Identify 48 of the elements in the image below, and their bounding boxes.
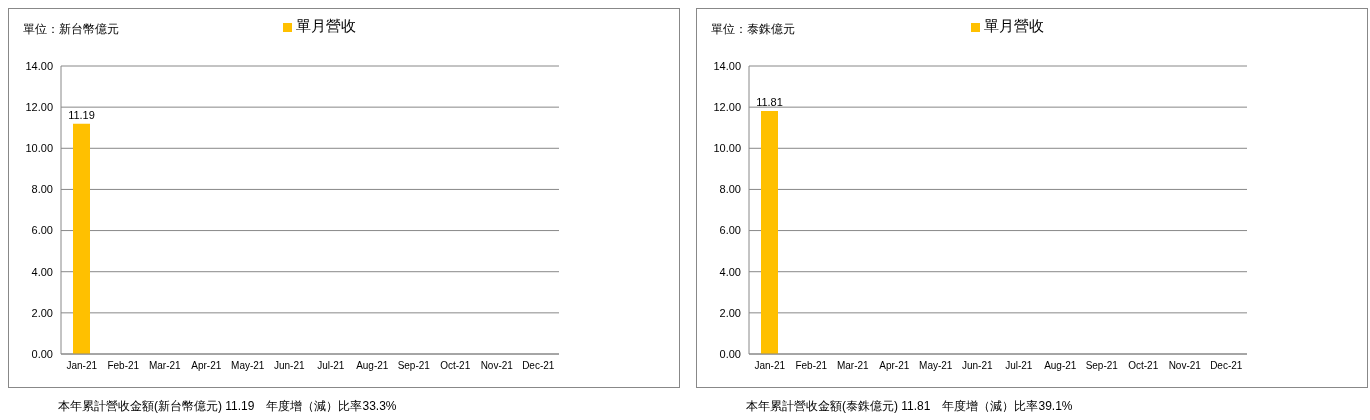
- y-tick-label: 4.00: [719, 265, 741, 278]
- x-tick-label: Jan-21: [754, 360, 786, 372]
- x-tick-label: Feb-21: [107, 360, 140, 372]
- x-tick-label: Mar-21: [836, 360, 870, 372]
- text: 本年累計營收金額(新台幣億元) 11.19 年度增（減）比率33.3%: [58, 398, 398, 415]
- data-label: 11.81: [756, 96, 783, 109]
- text: 本年累計營收金額(泰銖億元) 11.81 年度增（減）比率39.1%: [746, 398, 1074, 415]
- legend-label: 單月營收: [295, 17, 356, 34]
- x-tick-label: Mar-21: [148, 360, 182, 372]
- y-tick-label: 14.00: [25, 59, 53, 72]
- y-tick-label: 2.00: [719, 306, 741, 319]
- x-tick-label: Aug-21: [1044, 360, 1077, 372]
- y-tick-label: 10.00: [713, 142, 741, 155]
- x-tick-label: Apr-21: [191, 360, 222, 372]
- x-tick-label: Nov-21: [480, 360, 514, 372]
- legend-label: 單月營收: [983, 17, 1044, 34]
- x-tick-label: Aug-21: [356, 360, 389, 372]
- x-tick-label: Dec-21: [522, 360, 555, 372]
- x-tick-label: Nov-21: [1168, 360, 1202, 372]
- x-tick-label: Dec-21: [1210, 360, 1243, 372]
- x-tick-label: Feb-21: [795, 360, 828, 372]
- x-tick-label: Apr-21: [879, 360, 910, 372]
- y-tick-label: 12.00: [713, 101, 741, 114]
- y-tick-label: 10.00: [25, 142, 53, 155]
- y-axis-title: 單位：泰銖億元: [711, 21, 795, 38]
- y-tick-label: 6.00: [719, 224, 741, 237]
- x-tick-label: Sep-21: [1085, 360, 1119, 372]
- y-tick-label: 0.00: [719, 347, 741, 360]
- x-tick-label: Sep-21: [397, 360, 431, 372]
- y-tick-label: 12.00: [25, 101, 53, 114]
- y-tick-label: 6.00: [31, 224, 53, 237]
- y-axis-title: 單位：新台幣億元: [23, 21, 119, 38]
- y-tick-label: 2.00: [31, 306, 53, 319]
- y-tick-label: 8.00: [31, 183, 53, 196]
- y-tick-label: 0.00: [31, 347, 53, 360]
- x-tick-label: Jun-21: [961, 360, 993, 372]
- x-tick-label: Oct-21: [1128, 360, 1159, 372]
- x-tick-label: Jan-21: [66, 360, 98, 372]
- y-tick-label: 8.00: [719, 183, 741, 196]
- x-tick-label: May-21: [919, 360, 953, 372]
- x-tick-label: Oct-21: [440, 360, 471, 372]
- x-tick-label: Jun-21: [273, 360, 305, 372]
- y-tick-label: 4.00: [31, 265, 53, 278]
- y-tick-label: 14.00: [713, 59, 741, 72]
- x-tick-label: Jul-21: [1005, 360, 1033, 372]
- x-tick-label: Jul-21: [317, 360, 345, 372]
- data-label: 11.19: [68, 108, 95, 121]
- x-tick-label: May-21: [231, 360, 265, 372]
